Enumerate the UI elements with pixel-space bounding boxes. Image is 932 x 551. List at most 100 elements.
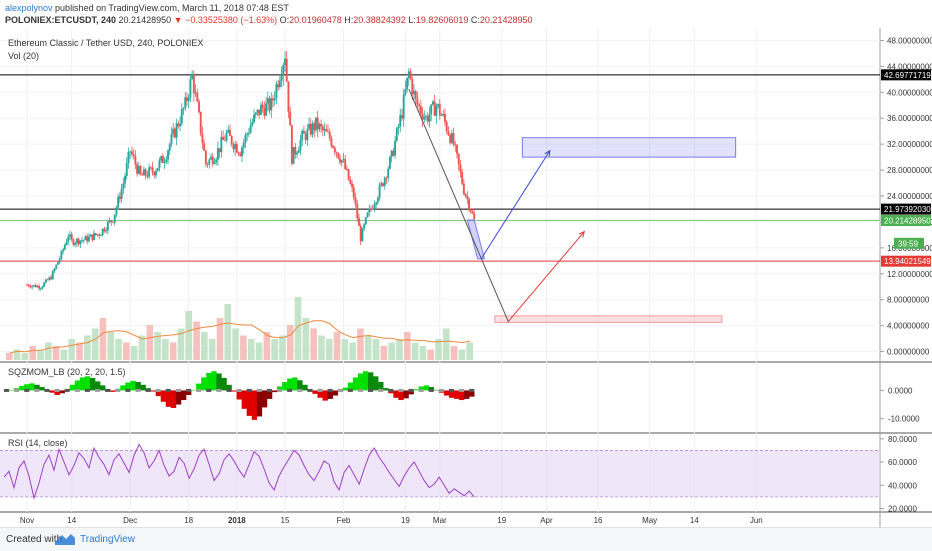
candle-body (249, 125, 252, 133)
candle-body (108, 220, 111, 223)
candle-body (395, 128, 398, 141)
candle-body (376, 197, 379, 203)
candle-body (91, 234, 94, 240)
squeeze-dot (175, 388, 181, 392)
momentum-bar (433, 389, 440, 391)
momentum-bar (469, 390, 475, 397)
momentum-bar (59, 390, 65, 394)
momentum-bar (150, 390, 156, 392)
volume-bar (380, 346, 388, 360)
momentum-bar (464, 390, 470, 399)
candle-body (373, 204, 376, 209)
tradingview-brand-link[interactable]: TradingView (80, 534, 136, 545)
candle-body (153, 171, 156, 176)
candle-body (473, 213, 476, 220)
candle-body (72, 239, 75, 245)
time-tick-label: 14 (690, 516, 699, 525)
candle-body (184, 97, 187, 109)
candle-body (292, 146, 295, 164)
candle-body (65, 241, 68, 245)
candle-body (368, 208, 371, 213)
candle-body (392, 150, 395, 156)
momentum-bar (29, 383, 35, 391)
candle-body (105, 230, 108, 232)
candle-body (130, 151, 133, 155)
last-price: 20.21428950 (118, 15, 172, 25)
squeeze-dot (327, 388, 333, 392)
level-label-background (881, 215, 931, 227)
candle-body (280, 76, 283, 81)
candle-body (156, 167, 159, 172)
squeeze-dot (24, 388, 30, 392)
candle-body (144, 169, 147, 176)
candle-body (241, 147, 243, 157)
candle-body (247, 132, 250, 134)
down-arrow-icon: ▼ (173, 15, 183, 25)
momentum-bar (368, 372, 374, 391)
candle-body (86, 236, 89, 242)
candle-body (401, 115, 403, 119)
volume-bar (232, 328, 239, 360)
volume-label: Vol (20) (8, 51, 39, 61)
time-tick-label: Dec (123, 516, 137, 525)
author-link[interactable]: alexpolynov (5, 3, 53, 13)
candle-body (63, 244, 66, 250)
candle-body (186, 97, 188, 101)
momentum-bar (140, 384, 146, 391)
candle-body (426, 116, 429, 122)
candle-body (342, 159, 345, 161)
momentum-bar (160, 390, 167, 402)
volume-bar (427, 349, 434, 360)
candle-body (141, 174, 144, 176)
squeeze-dot (155, 388, 161, 392)
momentum-bar (180, 390, 187, 401)
candle-body (124, 175, 126, 184)
candle-body (265, 103, 268, 116)
candle-body (53, 268, 56, 272)
momentum-tick-label: 0.0000 (888, 386, 913, 395)
candle-body (175, 123, 178, 138)
volume-bar (333, 332, 341, 360)
momentum-bar (130, 380, 136, 391)
chart-canvas[interactable]: 48.00000000 44.00000000 40.00000000 36.0000… (0, 28, 932, 527)
time-tick-label: Jun (750, 516, 763, 525)
candle-body (290, 125, 293, 164)
squeeze-dot (216, 388, 222, 392)
candle-body (462, 183, 465, 195)
volume-bar (279, 335, 286, 360)
volume-bar (247, 339, 255, 360)
candle-body (411, 78, 414, 95)
candle-body (50, 277, 53, 280)
candle-body (409, 71, 412, 79)
candle-body (149, 167, 152, 169)
momentum-bar (170, 390, 177, 408)
publish-info: published on TradingView.com, March 11, … (55, 3, 289, 13)
candle-body (438, 104, 441, 116)
volume-bar (388, 342, 395, 360)
candle-body (294, 146, 297, 155)
rsi-tick-label: 80.0000 (888, 435, 917, 444)
candle-body (433, 101, 436, 116)
candle-body (46, 279, 49, 281)
volume-bar (201, 332, 208, 360)
time-tick-label: 18 (184, 516, 193, 525)
candle-body (359, 225, 362, 242)
momentum-bar (287, 378, 293, 391)
price-tick-label: 28.00000000 (887, 166, 932, 175)
level-label: 21.97392030 (884, 205, 931, 214)
volume-bar (263, 332, 271, 360)
candle-body (287, 81, 290, 112)
candle-body (82, 239, 85, 241)
momentum-bar (352, 377, 359, 391)
volume-bar (115, 339, 122, 360)
countdown-label: 39:59 (898, 239, 919, 248)
candle-body (158, 160, 161, 168)
trend-line (408, 88, 510, 323)
momentum-tick-label: -10.0000 (888, 415, 920, 424)
squeeze-dot (297, 388, 303, 392)
rsi-band (0, 450, 880, 497)
candle-body (430, 104, 433, 115)
squeeze-dot (64, 388, 70, 392)
candle-body (137, 166, 140, 174)
momentum-bar (322, 390, 328, 401)
